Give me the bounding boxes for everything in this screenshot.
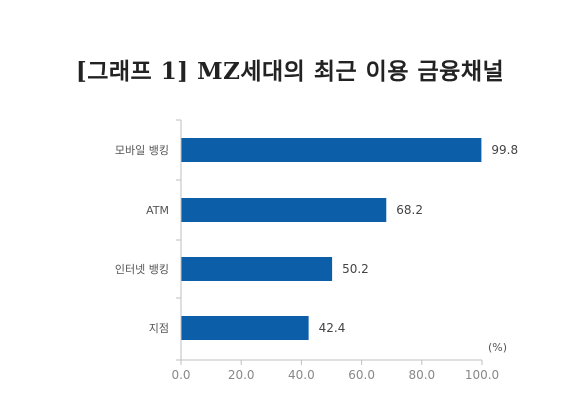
x-tick-label-0: 0.0: [171, 368, 190, 382]
bars-group: [181, 138, 482, 340]
x-tick-label-4: 80.0: [408, 368, 435, 382]
value-label-3: 42.4: [319, 321, 346, 335]
x-tick-label-2: 40.0: [288, 368, 315, 382]
bar-0: [181, 138, 482, 162]
x-tick-label-3: 60.0: [348, 368, 375, 382]
value-labels: 99.8 68.2 50.2 42.4: [319, 143, 518, 335]
value-label-2: 50.2: [342, 262, 369, 276]
x-tick-labels: 0.0 20.0 40.0 60.0 80.0 100.0: [171, 368, 499, 382]
category-label-1: ATM: [146, 204, 169, 217]
bar-3: [181, 316, 309, 340]
category-label-2: 인터넷 뱅킹: [115, 263, 169, 276]
value-label-0: 99.8: [491, 143, 518, 157]
chart-title: [그래프 1] MZ세대의 최근 이용 금융채널: [75, 58, 505, 85]
unit-label: (%): [488, 341, 507, 354]
category-label-0: 모바일 뱅킹: [115, 143, 169, 157]
x-axis: [176, 119, 483, 365]
value-label-1: 68.2: [396, 203, 423, 217]
bar-1: [181, 198, 387, 222]
category-label-3: 지점: [149, 322, 169, 335]
x-tick-label-1: 20.0: [228, 368, 255, 382]
x-tick-label-5: 100.0: [465, 368, 499, 382]
bar-2: [181, 257, 333, 281]
